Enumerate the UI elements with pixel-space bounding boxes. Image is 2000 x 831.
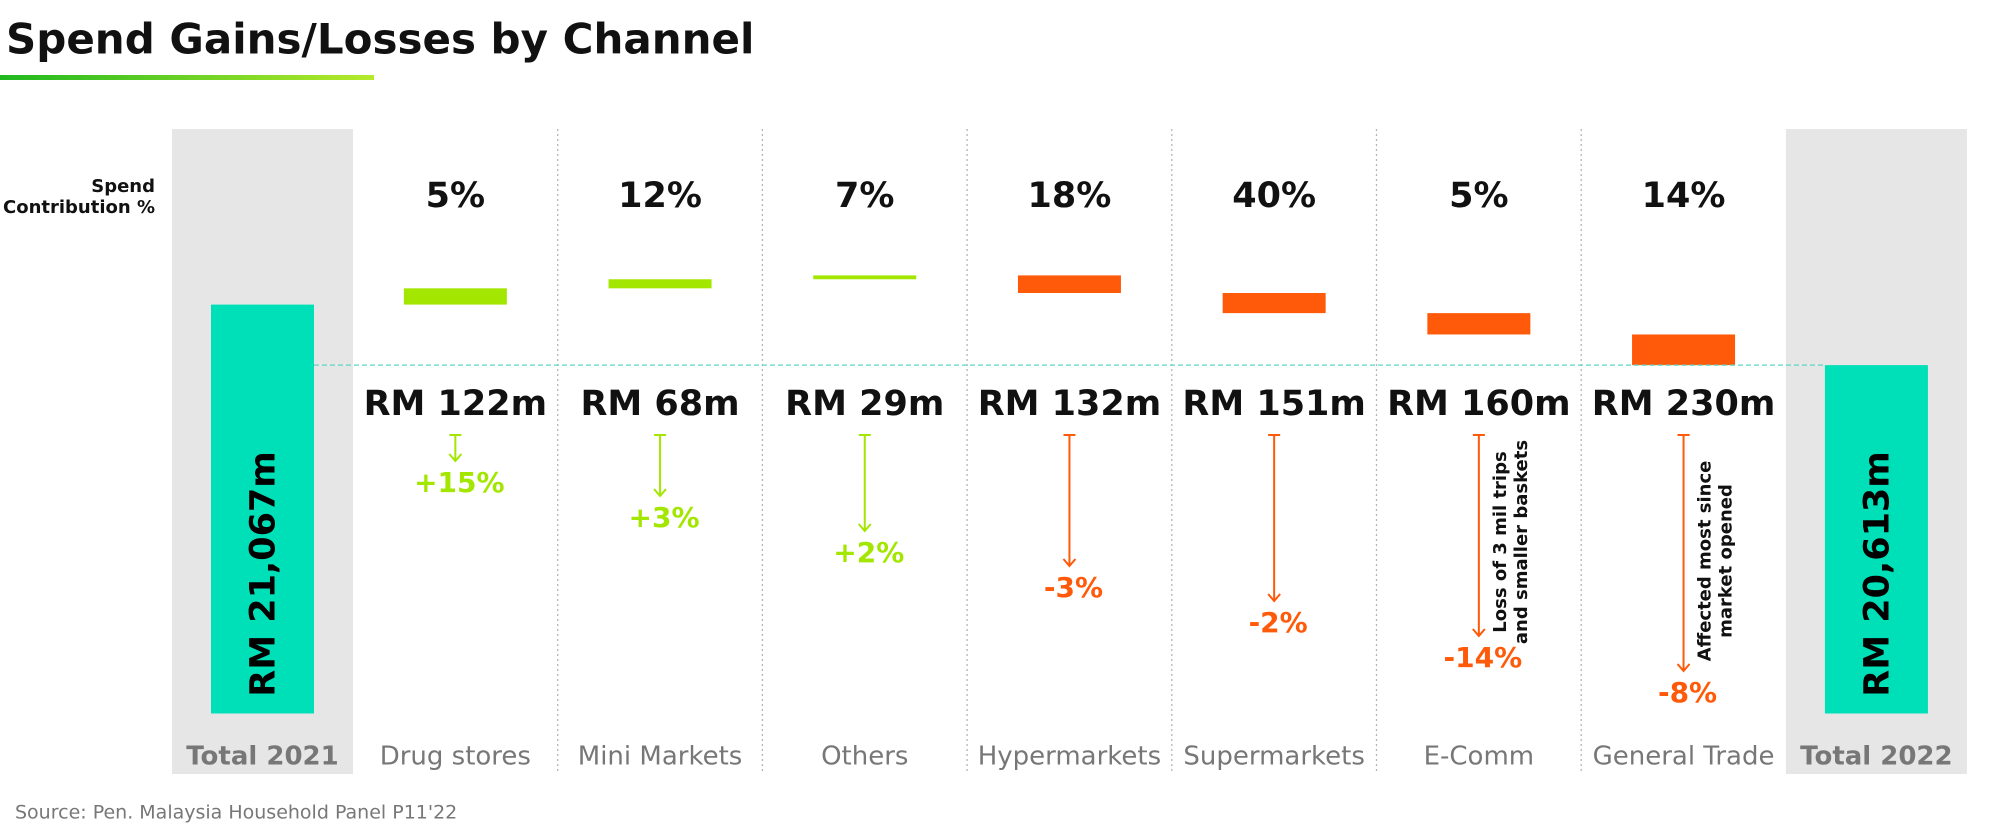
category-label: Mini Markets — [578, 742, 743, 772]
growth-label: +3% — [629, 501, 700, 534]
change-bar — [608, 279, 712, 289]
value-label: RM 132m — [978, 384, 1162, 424]
annotation: market opened — [1716, 484, 1737, 638]
growth-arrow — [653, 434, 667, 498]
contribution-value: 5% — [1449, 176, 1508, 216]
contribution-label: Spend — [91, 176, 155, 197]
change-bar — [1222, 292, 1326, 314]
total-bar — [211, 304, 314, 714]
growth-arrow — [1062, 434, 1077, 568]
total-bar — [1824, 365, 1928, 714]
title-underline — [0, 75, 374, 80]
change-bar — [1017, 275, 1121, 293]
growth-arrow — [1472, 434, 1486, 638]
growth-arrow — [448, 434, 463, 463]
category-label: Others — [821, 742, 908, 772]
change-bar — [813, 275, 917, 280]
annotation: and smaller baskets — [1511, 440, 1532, 644]
growth-arrow — [1676, 434, 1691, 673]
value-label: RM 230m — [1592, 384, 1776, 424]
growth-label: -3% — [1044, 571, 1103, 604]
contribution-value: 18% — [1028, 176, 1112, 216]
growth-label: -8% — [1658, 676, 1717, 709]
growth-label: -2% — [1249, 606, 1308, 639]
chart-title: Spend Gains/Losses by Channel — [6, 15, 754, 64]
value-label: RM 29m — [785, 384, 944, 424]
value-label: RM 160m — [1387, 384, 1571, 424]
change-bar — [403, 288, 507, 305]
growth-label: -14% — [1444, 641, 1523, 674]
source-note: Source: Pen. Malaysia Household Panel P1… — [15, 802, 457, 824]
growth-label: +15% — [414, 466, 504, 499]
contribution-value: 5% — [426, 176, 485, 216]
contribution-value: 12% — [618, 176, 702, 216]
growth-label: +2% — [833, 536, 904, 569]
category-label: E-Comm — [1424, 742, 1535, 772]
total-label: RM 21,067m — [244, 451, 284, 697]
category-label: Total 2021 — [186, 742, 338, 772]
category-label: Total 2022 — [1800, 742, 1952, 772]
contribution-value: 7% — [835, 176, 894, 216]
growth-arrow — [1267, 434, 1281, 603]
contribution-label: Contribution % — [3, 197, 155, 218]
category-label: Supermarkets — [1183, 742, 1365, 772]
change-bar — [1632, 334, 1736, 366]
category-label: General Trade — [1593, 742, 1775, 772]
growth-arrow — [857, 434, 872, 533]
total-label: RM 20,613m — [1857, 451, 1897, 697]
value-label: RM 68m — [580, 384, 739, 424]
value-label: RM 151m — [1182, 384, 1366, 424]
category-label: Drug stores — [380, 742, 531, 772]
value-label: RM 122m — [364, 384, 548, 424]
category-label: Hypermarkets — [978, 742, 1162, 772]
contribution-value: 40% — [1232, 176, 1316, 216]
contribution-value: 14% — [1642, 176, 1726, 216]
annotation: Affected most since — [1695, 461, 1716, 662]
change-bar — [1427, 313, 1531, 335]
annotation: Loss of 3 mil trips — [1490, 451, 1511, 632]
